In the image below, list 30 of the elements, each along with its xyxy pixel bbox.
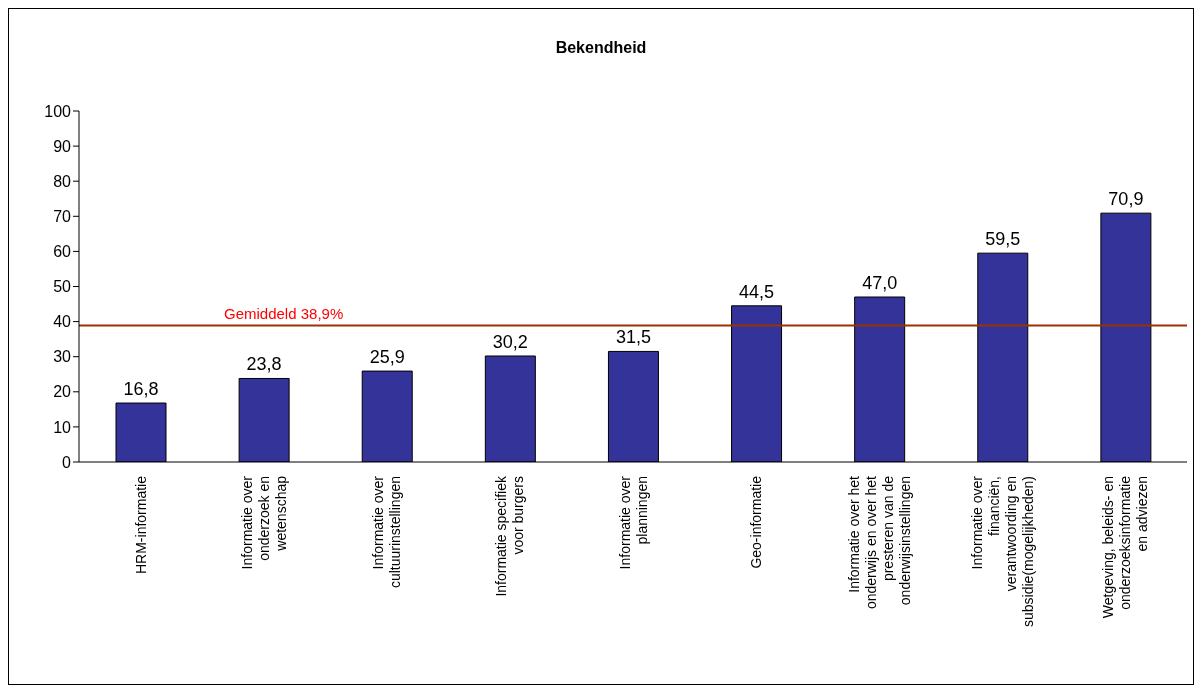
y-tick-label: 10 bbox=[53, 418, 72, 436]
x-tick-label: Informatie over het onderwijs en over het presteren van de onderwijsinstellingen bbox=[845, 475, 913, 610]
y-tick-label: 90 bbox=[53, 137, 72, 155]
chart-title: Bekendheid bbox=[554, 39, 648, 57]
x-tick-label: Informatie over planningen bbox=[616, 475, 650, 570]
data-label: 16,8 bbox=[123, 379, 159, 400]
ref-line-label: Gemiddeld 38,9% bbox=[224, 305, 344, 323]
x-tick-label: Informatie specifiek voor burgers bbox=[493, 475, 527, 597]
data-label: 31,5 bbox=[615, 327, 651, 348]
x-tick-label: Wetgeving, beleids- en onderzoeksinformatie en adviezen bbox=[1100, 475, 1151, 619]
x-tick-label: Informatie over financiën, verantwoording en subsidie(mogelijkheden) bbox=[968, 475, 1036, 627]
data-label: 70,9 bbox=[1108, 189, 1144, 210]
x-tick-label: Informatie over onderzoek en wetenschap bbox=[238, 475, 289, 570]
y-tick-label: 70 bbox=[53, 207, 72, 225]
data-label: 25,9 bbox=[369, 347, 405, 368]
data-label: 23,8 bbox=[246, 354, 282, 375]
y-tick-label: 0 bbox=[62, 453, 72, 471]
y-tick-label: 30 bbox=[53, 348, 72, 366]
data-label: 30,2 bbox=[492, 332, 528, 352]
x-tick-label: HRM-informatie bbox=[132, 475, 149, 575]
data-label: 47,0 bbox=[862, 273, 898, 294]
y-tick-label: 40 bbox=[53, 313, 72, 331]
y-tick-label: 20 bbox=[53, 383, 72, 401]
y-tick-label: 80 bbox=[53, 172, 72, 190]
y-tick-label: 60 bbox=[53, 243, 72, 261]
x-tick-label: Geo-informatie bbox=[748, 475, 765, 569]
y-tick-label: 100 bbox=[44, 102, 72, 120]
data-label: 59,5 bbox=[985, 229, 1021, 250]
data-label: 44,5 bbox=[739, 281, 775, 302]
y-tick-label: 50 bbox=[53, 278, 72, 296]
